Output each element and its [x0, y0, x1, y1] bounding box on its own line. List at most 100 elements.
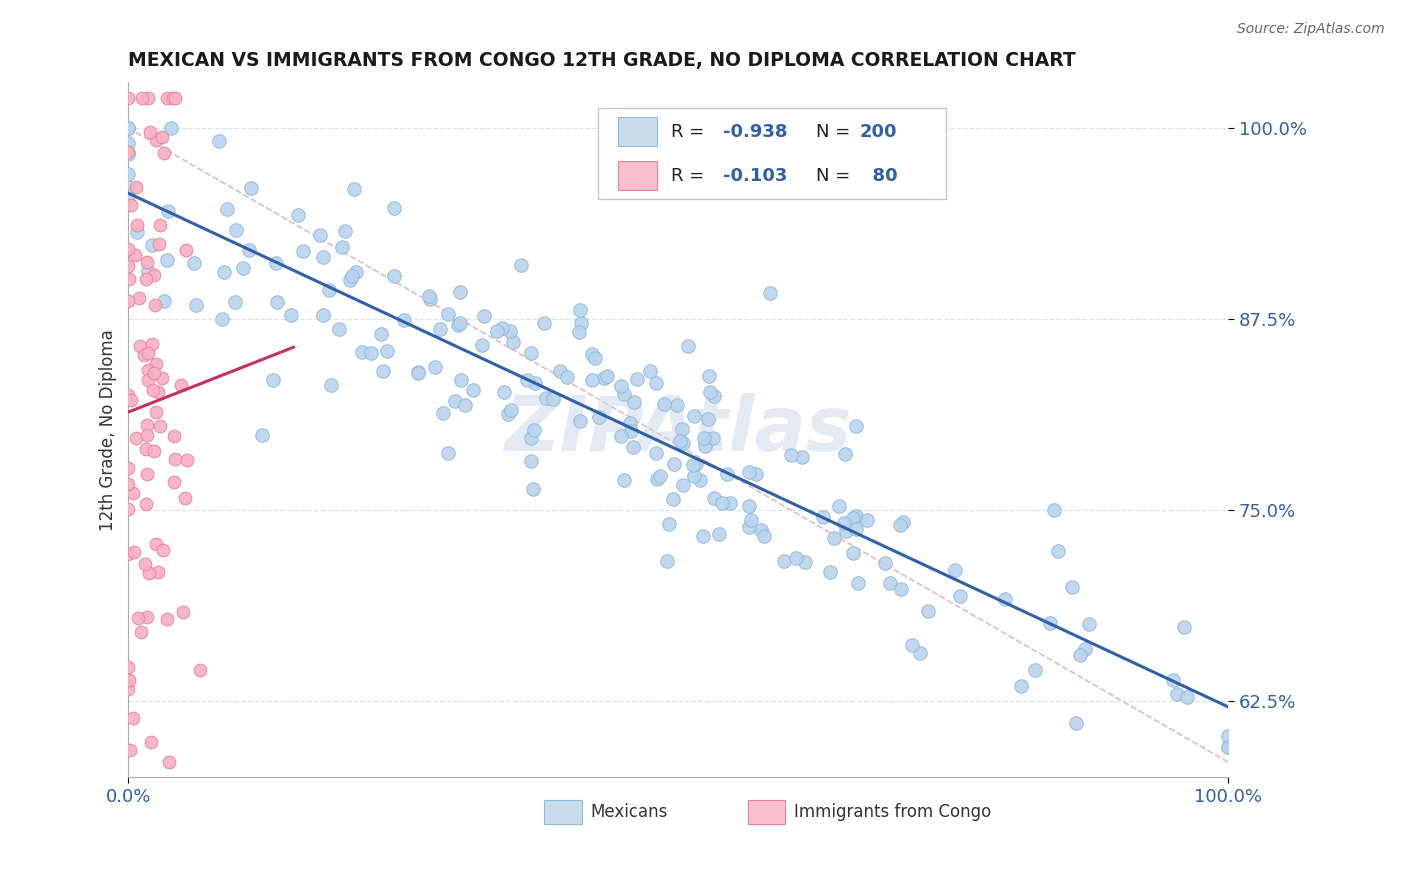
Point	[117, 136, 139, 150]
Point	[738, 499, 761, 513]
Text: Mexicans: Mexicans	[591, 803, 668, 822]
Point	[645, 376, 668, 390]
Point	[117, 243, 139, 257]
Point	[208, 134, 231, 148]
Point	[823, 531, 845, 545]
Point	[842, 546, 865, 560]
Point	[212, 265, 235, 279]
Point	[136, 90, 159, 104]
Point	[120, 743, 142, 757]
Point	[135, 497, 157, 511]
Point	[520, 431, 543, 445]
Point	[118, 271, 141, 285]
Point	[143, 268, 166, 282]
Point	[672, 435, 695, 450]
Point	[122, 711, 145, 725]
FancyBboxPatch shape	[748, 800, 785, 824]
Point	[683, 409, 706, 423]
Point	[142, 444, 165, 458]
Point	[664, 457, 686, 471]
Point	[136, 263, 159, 277]
Point	[588, 409, 610, 424]
Point	[780, 448, 803, 462]
Point	[519, 346, 541, 360]
Point	[842, 510, 865, 524]
Point	[360, 346, 382, 360]
Point	[163, 475, 186, 490]
Point	[491, 321, 513, 335]
Point	[699, 385, 721, 400]
Point	[117, 90, 139, 104]
Point	[949, 589, 972, 603]
Point	[135, 467, 157, 481]
Point	[1078, 616, 1101, 631]
Point	[454, 398, 477, 412]
Point	[522, 482, 544, 496]
Point	[569, 414, 592, 428]
Point	[124, 544, 146, 558]
Point	[718, 496, 741, 510]
Point	[449, 285, 471, 300]
Point	[581, 346, 603, 360]
Point	[165, 90, 187, 104]
Point	[131, 625, 153, 640]
Point	[134, 557, 156, 571]
Point	[1218, 739, 1240, 754]
Point	[662, 491, 685, 506]
Point	[879, 576, 901, 591]
Text: MEXICAN VS IMMIGRANTS FROM CONGO 12TH GRADE, NO DIPLOMA CORRELATION CHART: MEXICAN VS IMMIGRANTS FROM CONGO 12TH GR…	[128, 51, 1076, 70]
Point	[644, 445, 666, 459]
Point	[339, 273, 361, 287]
Point	[136, 610, 159, 624]
Point	[162, 429, 184, 443]
Point	[157, 204, 180, 219]
Point	[685, 457, 707, 471]
Point	[596, 369, 619, 384]
Point	[117, 673, 139, 687]
Point	[697, 412, 720, 426]
Point	[131, 90, 153, 104]
Point	[150, 370, 173, 384]
Point	[676, 339, 699, 353]
Point	[828, 499, 851, 513]
Point	[568, 325, 591, 339]
Point	[343, 182, 366, 196]
Point	[280, 309, 302, 323]
Point	[406, 366, 429, 380]
Point	[683, 469, 706, 483]
Point	[496, 408, 519, 422]
Point	[740, 513, 762, 527]
Point	[666, 398, 689, 412]
Point	[463, 383, 485, 397]
Point	[118, 673, 141, 687]
FancyBboxPatch shape	[544, 800, 582, 824]
Point	[707, 527, 730, 541]
Point	[523, 423, 546, 437]
Point	[444, 394, 467, 409]
Point	[1069, 648, 1091, 662]
Point	[669, 434, 692, 449]
Point	[658, 516, 681, 531]
Point	[148, 384, 170, 399]
Point	[117, 547, 139, 561]
Point	[620, 424, 643, 438]
Point	[183, 256, 205, 270]
Point	[890, 582, 912, 596]
Point	[371, 364, 394, 378]
Point	[1218, 739, 1240, 754]
Point	[738, 520, 761, 534]
Point	[638, 364, 661, 378]
Point	[148, 236, 170, 251]
Point	[702, 431, 724, 445]
Point	[516, 373, 538, 387]
Point	[834, 446, 856, 460]
Point	[264, 255, 287, 269]
Point	[117, 167, 139, 181]
Text: R =: R =	[671, 167, 704, 185]
Point	[794, 555, 817, 569]
Point	[186, 298, 208, 312]
Point	[1161, 673, 1184, 687]
Point	[652, 397, 675, 411]
Point	[626, 372, 648, 386]
Point	[471, 338, 494, 352]
